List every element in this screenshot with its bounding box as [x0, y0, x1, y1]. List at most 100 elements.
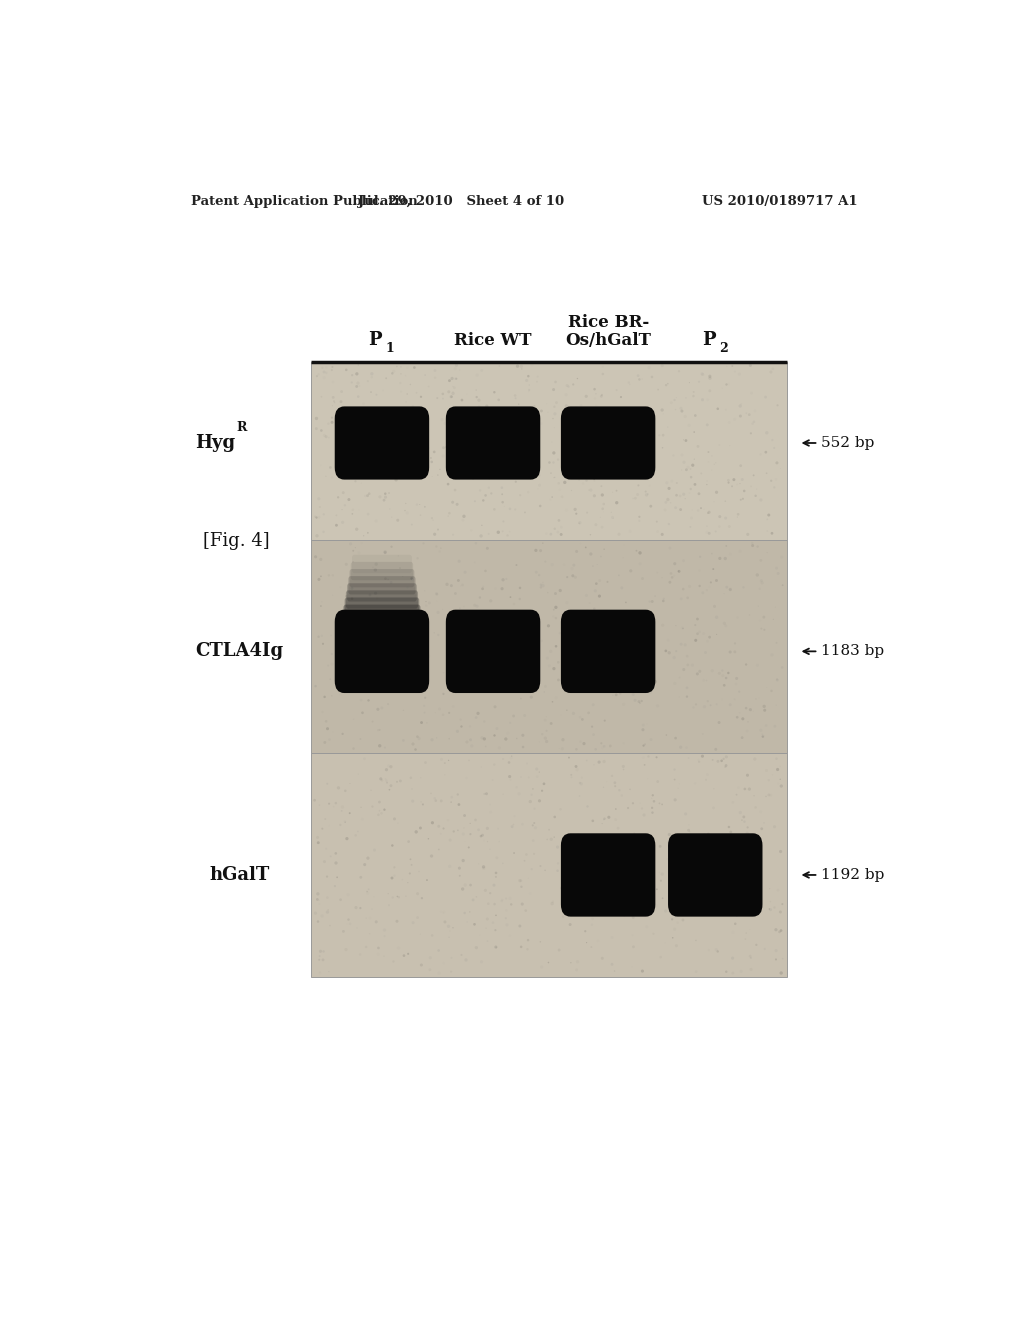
- Point: [565, 554, 582, 576]
- Point: [674, 400, 690, 421]
- Point: [386, 606, 402, 627]
- Point: [550, 652, 566, 673]
- Point: [372, 719, 388, 741]
- Point: [594, 484, 610, 506]
- FancyBboxPatch shape: [561, 407, 655, 479]
- Point: [446, 479, 463, 500]
- Point: [556, 554, 572, 576]
- Point: [589, 609, 605, 630]
- Point: [722, 436, 738, 457]
- Point: [580, 796, 596, 817]
- Point: [742, 477, 759, 498]
- Point: [640, 659, 656, 680]
- Point: [662, 838, 678, 859]
- Point: [479, 445, 496, 466]
- FancyBboxPatch shape: [345, 598, 419, 615]
- Point: [426, 524, 442, 545]
- Point: [624, 652, 640, 673]
- Point: [635, 714, 651, 735]
- Point: [698, 516, 715, 537]
- Point: [344, 372, 360, 393]
- Point: [413, 387, 429, 408]
- Point: [742, 700, 759, 721]
- Point: [611, 642, 628, 663]
- Point: [654, 524, 671, 545]
- Point: [450, 784, 466, 805]
- Point: [540, 648, 556, 669]
- Point: [563, 447, 580, 469]
- Point: [459, 652, 475, 673]
- Point: [401, 863, 418, 884]
- Point: [355, 414, 372, 436]
- Point: [739, 721, 756, 742]
- Point: [395, 444, 412, 465]
- Point: [503, 770, 519, 791]
- Point: [465, 467, 481, 488]
- Point: [724, 851, 740, 873]
- Point: [688, 929, 705, 950]
- Point: [393, 363, 410, 384]
- Point: [540, 582, 556, 603]
- Point: [486, 428, 503, 449]
- Point: [583, 544, 599, 565]
- Point: [502, 620, 518, 642]
- Point: [729, 706, 745, 727]
- Point: [370, 437, 386, 458]
- Point: [734, 809, 751, 830]
- Point: [443, 787, 460, 808]
- Point: [629, 837, 645, 858]
- Point: [701, 577, 718, 598]
- Point: [315, 521, 332, 543]
- Point: [579, 932, 595, 953]
- Point: [402, 648, 419, 669]
- Point: [615, 694, 632, 715]
- Point: [451, 424, 467, 445]
- Point: [307, 676, 324, 697]
- Point: [568, 503, 585, 524]
- Point: [314, 358, 331, 379]
- Point: [328, 504, 344, 525]
- Point: [451, 795, 467, 816]
- Point: [446, 414, 463, 436]
- Point: [649, 562, 666, 583]
- Point: [569, 640, 586, 661]
- Point: [745, 412, 762, 433]
- Point: [586, 486, 602, 507]
- Point: [596, 808, 612, 829]
- Point: [673, 737, 689, 758]
- Point: [625, 907, 641, 928]
- Point: [608, 380, 625, 401]
- Point: [731, 363, 748, 384]
- Point: [488, 937, 505, 958]
- Point: [648, 879, 665, 900]
- Point: [616, 651, 633, 672]
- Point: [439, 809, 456, 830]
- Point: [467, 491, 483, 512]
- Point: [762, 899, 778, 920]
- Point: [399, 383, 416, 404]
- Point: [621, 372, 637, 393]
- Point: [719, 356, 735, 378]
- Point: [392, 557, 409, 578]
- Point: [559, 566, 575, 587]
- Point: [425, 510, 441, 531]
- Point: [520, 867, 537, 888]
- Point: [434, 383, 451, 404]
- Point: [612, 682, 629, 704]
- Point: [500, 430, 516, 451]
- Point: [564, 558, 581, 579]
- Text: CTLA4Ig: CTLA4Ig: [195, 643, 284, 660]
- Point: [332, 577, 348, 598]
- Point: [342, 913, 358, 935]
- Point: [541, 615, 557, 636]
- Point: [772, 902, 788, 923]
- Point: [441, 503, 458, 524]
- Point: [699, 764, 716, 785]
- Point: [337, 780, 353, 801]
- Point: [546, 396, 562, 417]
- Point: [415, 793, 431, 814]
- Point: [758, 387, 774, 408]
- Point: [639, 649, 655, 671]
- Point: [675, 578, 691, 599]
- Point: [399, 577, 416, 598]
